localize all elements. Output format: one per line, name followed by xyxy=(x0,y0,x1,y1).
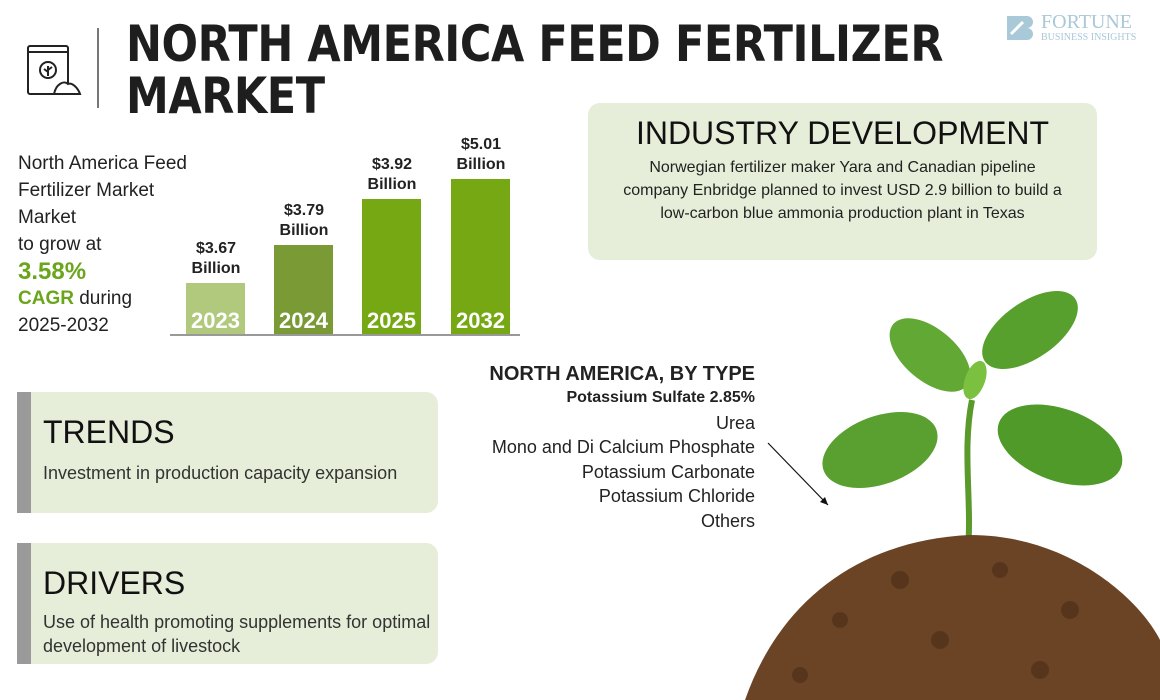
industry-title: INDUSTRY DEVELOPMENT xyxy=(635,115,1050,151)
plant-soil-illustration xyxy=(745,290,1160,700)
type-segment-list: NORTH AMERICA, BY TYPE Potassium Sulfate… xyxy=(489,362,755,533)
type-item: Potassium Sulfate 2.85% xyxy=(566,389,755,406)
summary-line: to grow at xyxy=(18,234,102,255)
bar-year-label: 2032 xyxy=(456,308,505,333)
bar-value-label: $3.67 Billion xyxy=(191,240,241,277)
bar-value-label: $3.79 Billion xyxy=(279,202,329,239)
bar-value-label: $3.92 Billion xyxy=(367,156,417,193)
bar-2032: 2032 xyxy=(451,179,510,334)
chart-baseline xyxy=(170,334,520,336)
trends-text: Investment in production capacity expans… xyxy=(43,463,398,483)
summary-line: North America Feed xyxy=(18,153,187,174)
summary-line: during xyxy=(73,288,133,309)
bar-year-label: 2023 xyxy=(191,308,240,333)
trends-box: TRENDS Investment in production capacity… xyxy=(17,392,438,513)
type-item: Others xyxy=(700,510,755,531)
summary-line: Market xyxy=(18,207,77,228)
market-summary: North America Feed Fertilizer Market Mar… xyxy=(18,150,187,339)
bar-2023: 2023 xyxy=(186,283,245,334)
trends-accent-bar xyxy=(17,392,31,513)
fertilizer-bag-icon xyxy=(24,40,84,105)
cagr-value: 3.58% xyxy=(18,258,87,285)
pointer-arrow xyxy=(767,442,829,506)
divider xyxy=(97,28,99,108)
trends-title: TRENDS xyxy=(43,414,175,450)
bar-chart: 2023 $3.67 Billion 2024 $3.79 Billion 2025 $3.9… xyxy=(170,120,530,340)
logo-line1: FORTUNE xyxy=(1041,11,1133,33)
forecast-period: 2025-2032 xyxy=(18,315,109,336)
type-item: Potassium Chloride xyxy=(598,486,755,506)
drivers-text: Use of health promoting supplements for … xyxy=(43,612,431,656)
type-item: Mono and Di Calcium Phosphate xyxy=(491,437,755,457)
types-title: NORTH AMERICA, BY TYPE xyxy=(489,363,755,385)
summary-line: Fertilizer Market xyxy=(18,180,155,201)
bar-value-label: $5.01 Billion xyxy=(456,136,506,173)
logo: FORTUNE BUSINESS INSIGHTS xyxy=(1005,12,1136,43)
page-title: NORTH AMERICA FEED FERTILIZER MARKET xyxy=(126,15,944,125)
industry-text: Norwegian fertilizer maker Yara and Cana… xyxy=(623,159,1062,222)
bar-2024: 2024 xyxy=(274,245,333,334)
bar-year-label: 2024 xyxy=(279,308,328,333)
type-item: Potassium Carbonate xyxy=(581,461,755,482)
drivers-box: DRIVERS Use of health promoting suppleme… xyxy=(17,543,438,664)
bar-2025: 2025 xyxy=(362,199,421,334)
cagr-label: CAGR xyxy=(18,288,74,309)
drivers-title: DRIVERS xyxy=(43,565,186,601)
fortune-logo-icon xyxy=(1007,15,1033,40)
drivers-accent-bar xyxy=(17,543,31,664)
type-item: Urea xyxy=(715,412,755,433)
bar-year-label: 2025 xyxy=(367,308,416,333)
logo-line2: BUSINESS INSIGHTS xyxy=(1041,32,1137,43)
industry-development-box: INDUSTRY DEVELOPMENT Norwegian fertilize… xyxy=(588,103,1097,260)
